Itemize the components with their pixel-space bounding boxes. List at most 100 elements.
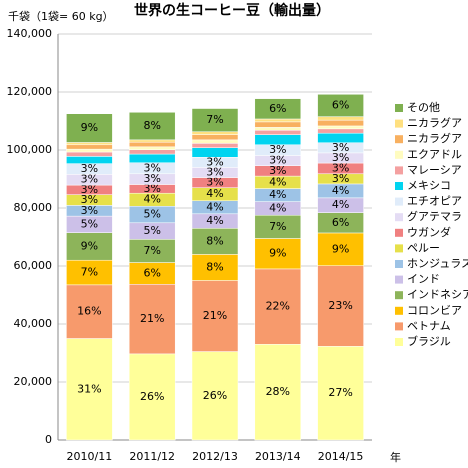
y-axis-label: 千袋（1袋= 60 kg） <box>8 9 114 23</box>
bar-segment <box>317 125 364 130</box>
y-tick-label: 0 <box>45 433 52 446</box>
data-label: 3% <box>332 141 349 154</box>
bar-segment <box>254 344 302 441</box>
data-label: 22% <box>266 300 290 313</box>
data-label: 27% <box>328 386 352 399</box>
legend-swatch <box>395 306 403 315</box>
bar-segment <box>254 130 302 135</box>
data-label: 4% <box>206 214 223 227</box>
bar-segment <box>128 139 176 143</box>
data-label: 26% <box>203 389 227 402</box>
legend-swatch <box>395 150 403 159</box>
data-label: 6% <box>143 266 160 279</box>
bar-segment <box>128 141 176 148</box>
data-label: 8% <box>206 260 223 273</box>
legend-swatch <box>395 244 403 253</box>
bar-segment <box>66 113 113 143</box>
legend-label: ホンジュラス <box>407 257 468 270</box>
data-label: 6% <box>332 98 349 111</box>
bar-segment <box>128 149 176 155</box>
data-label: 5% <box>143 208 160 221</box>
bar-segment <box>66 156 113 164</box>
data-label: 21% <box>140 312 164 325</box>
data-label: 7% <box>269 220 286 233</box>
data-label: 28% <box>266 385 290 398</box>
data-label: 9% <box>81 121 98 134</box>
bar-segment <box>191 254 239 281</box>
bar-segment <box>66 148 113 153</box>
bar-segment <box>317 232 364 266</box>
bar-segment <box>254 238 302 270</box>
data-label: 3% <box>332 151 349 164</box>
legend-swatch <box>395 135 403 144</box>
bar-segment <box>191 131 239 135</box>
data-label: 16% <box>77 305 101 318</box>
bar-segment <box>317 119 364 127</box>
legend-label: ウガンダ <box>407 225 451 239</box>
bar-segment <box>191 134 239 141</box>
data-label: 5% <box>143 224 160 237</box>
data-label: 21% <box>203 309 227 322</box>
bar-segment <box>254 268 302 345</box>
data-label: 3% <box>143 161 160 174</box>
data-label: 3% <box>81 193 98 206</box>
legend-label: メキシコ <box>407 179 451 192</box>
bar-segment <box>191 108 239 132</box>
x-tick-label: 2010/11 <box>67 450 113 463</box>
bar-segment <box>128 112 176 141</box>
legend-swatch <box>395 260 403 268</box>
bar-segment <box>254 127 302 131</box>
legend-label: インド <box>407 273 440 286</box>
legend-label: エチオピア <box>407 195 462 208</box>
chart-title: 世界の生コーヒー豆（輸出量） <box>134 2 330 19</box>
legend-label: インドネシア <box>407 288 468 301</box>
data-label: 9% <box>332 242 349 255</box>
legend-label: エクアドル <box>407 148 462 161</box>
y-tick-label: 120,000 <box>7 85 53 98</box>
data-label: 3% <box>332 172 349 185</box>
bar-segment <box>254 134 302 146</box>
legend-label: コロンビア <box>407 304 462 317</box>
bar-segment <box>191 351 239 441</box>
bar-segment <box>191 147 239 158</box>
bar-segment <box>128 153 176 164</box>
data-label: 7% <box>206 113 223 126</box>
bar-segment <box>254 118 302 123</box>
bar-segment <box>66 144 113 150</box>
bar-segment <box>317 132 364 143</box>
y-tick-label: 80,000 <box>14 201 53 214</box>
data-label: 4% <box>143 193 160 206</box>
bar-segment <box>66 232 113 261</box>
legend-swatch <box>395 275 403 284</box>
data-label: 3% <box>143 182 160 195</box>
bar-segment <box>191 143 239 148</box>
legend-label: マレーシア <box>407 163 462 176</box>
data-label: 6% <box>269 102 286 115</box>
data-label: 23% <box>328 299 352 312</box>
legend-swatch <box>395 213 403 222</box>
data-label: 3% <box>143 172 160 185</box>
data-label: 5% <box>81 217 98 230</box>
bar-segment <box>191 280 239 352</box>
bar-segment <box>317 94 364 117</box>
legend-swatch <box>395 182 403 190</box>
data-label: 4% <box>332 198 349 211</box>
data-label: 9% <box>81 239 98 252</box>
data-label: 7% <box>81 266 98 279</box>
legend-swatch <box>395 291 403 300</box>
legend-label: その他 <box>407 101 440 114</box>
legend-swatch <box>395 166 403 175</box>
legend-label: ニカラグア <box>407 131 462 145</box>
legend-label: グアテマラ <box>407 209 462 223</box>
data-label: 3% <box>81 162 98 175</box>
legend-label: ペルー <box>407 241 440 254</box>
data-label: 3% <box>269 154 286 167</box>
y-tick-label: 100,000 <box>7 143 53 156</box>
legend-swatch <box>395 338 403 346</box>
bar-segment <box>128 353 176 441</box>
bar-segment <box>66 284 113 339</box>
y-tick-label: 40,000 <box>14 317 53 330</box>
bar-segment <box>128 284 176 355</box>
legend-swatch <box>395 104 403 112</box>
